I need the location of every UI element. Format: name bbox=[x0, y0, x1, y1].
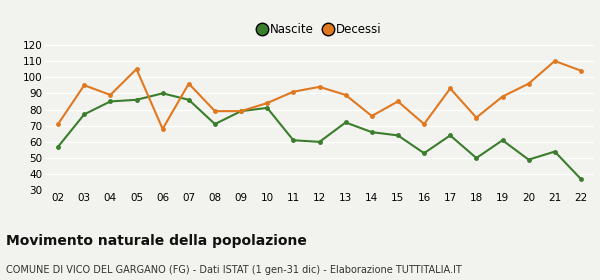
Text: COMUNE DI VICO DEL GARGANO (FG) - Dati ISTAT (1 gen-31 dic) - Elaborazione TUTTI: COMUNE DI VICO DEL GARGANO (FG) - Dati I… bbox=[6, 265, 462, 275]
Text: Movimento naturale della popolazione: Movimento naturale della popolazione bbox=[6, 234, 307, 248]
Legend: Nascite, Decessi: Nascite, Decessi bbox=[253, 19, 386, 41]
